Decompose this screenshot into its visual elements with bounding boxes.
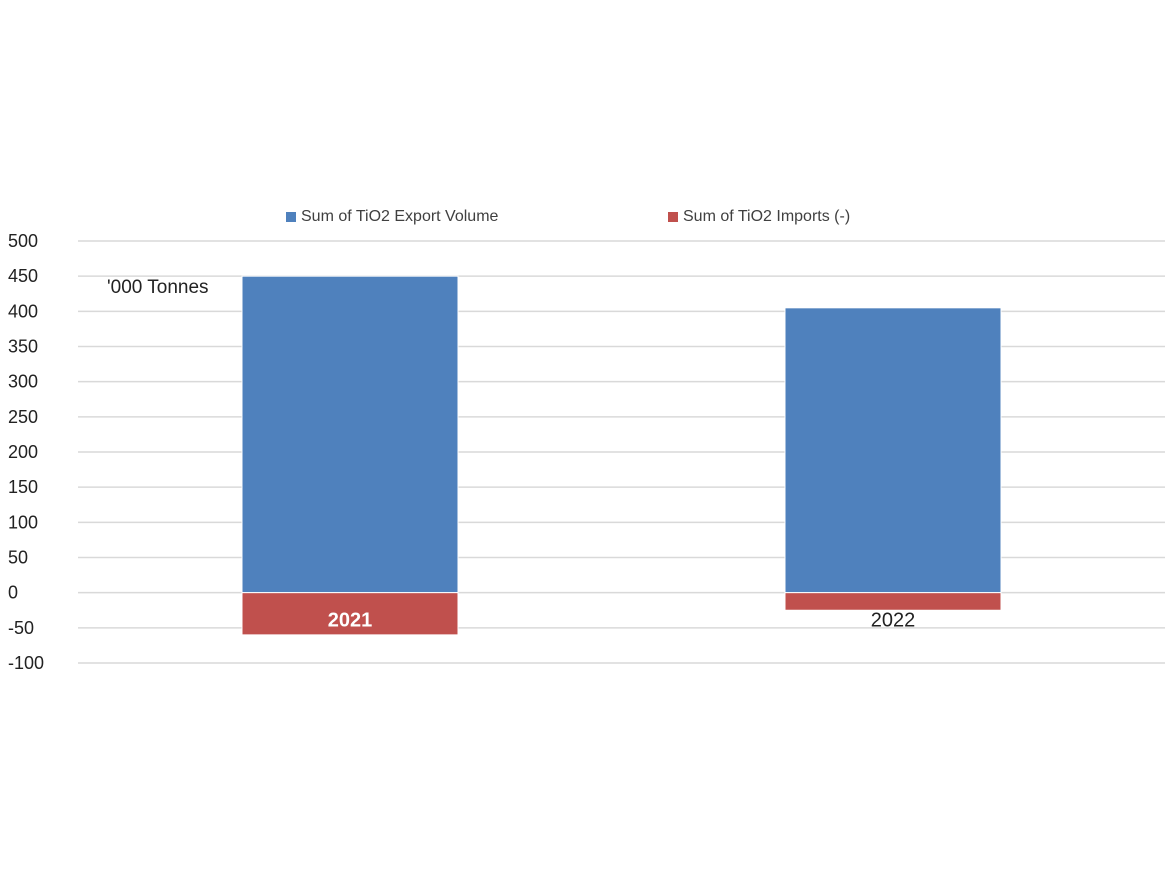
y-tick-label: 500 bbox=[8, 231, 38, 251]
y-tick-label: 350 bbox=[8, 337, 38, 357]
y-tick-label: 100 bbox=[8, 512, 38, 532]
y-tick-label: 450 bbox=[8, 266, 38, 286]
bar-imports-2022 bbox=[784, 592, 1002, 611]
category-label: 2021 bbox=[328, 610, 373, 632]
category-label: 2022 bbox=[871, 610, 916, 632]
y-tick-label: 50 bbox=[8, 548, 28, 568]
bar-export-2022 bbox=[784, 307, 1002, 594]
y-tick-label: -50 bbox=[8, 618, 34, 638]
bar-export-2021 bbox=[241, 275, 459, 594]
y-axis-unit-label: '000 Tonnes bbox=[107, 277, 209, 298]
bar-imports-2021 bbox=[241, 592, 459, 636]
legend-label-export: Sum of TiO2 Export Volume bbox=[301, 208, 499, 225]
y-tick-label: 300 bbox=[8, 372, 38, 392]
legend-item-export: Sum of TiO2 Export Volume bbox=[286, 208, 498, 226]
y-tick-label: 200 bbox=[8, 442, 38, 462]
y-tick-label: 0 bbox=[8, 583, 18, 603]
legend-item-imports: Sum of TiO2 Imports (-) bbox=[668, 208, 850, 226]
y-tick-label: 400 bbox=[8, 301, 38, 321]
y-tick-label: -100 bbox=[8, 653, 44, 673]
legend-label-imports: Sum of TiO2 Imports (-) bbox=[683, 208, 851, 225]
y-tick-label: 250 bbox=[8, 407, 38, 427]
y-tick-label: 150 bbox=[8, 477, 38, 497]
legend-swatch-imports bbox=[668, 212, 678, 222]
legend: Sum of TiO2 Export Volume Sum of TiO2 Im… bbox=[0, 208, 1170, 230]
legend-swatch-export bbox=[286, 212, 296, 222]
